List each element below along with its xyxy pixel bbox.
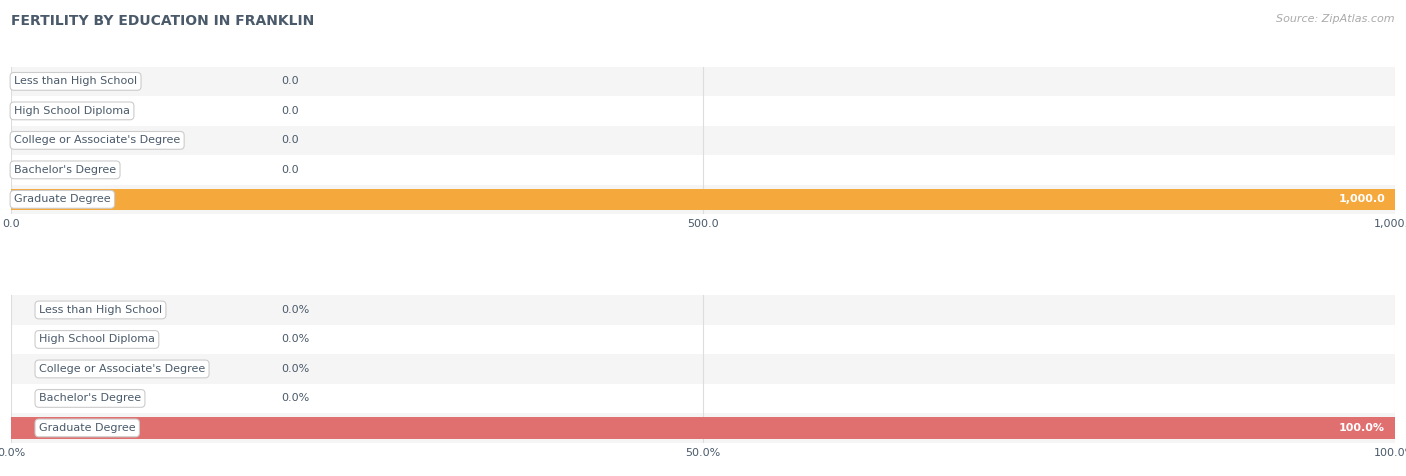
Text: 1,000.0: 1,000.0 <box>1339 194 1385 204</box>
Text: Less than High School: Less than High School <box>14 76 138 86</box>
Bar <box>11 185 1395 214</box>
Text: 0.0: 0.0 <box>281 135 298 145</box>
Bar <box>11 417 1395 438</box>
Text: College or Associate's Degree: College or Associate's Degree <box>39 364 205 374</box>
Text: 0.0%: 0.0% <box>281 305 309 315</box>
Text: 0.0%: 0.0% <box>281 394 309 404</box>
Text: High School Diploma: High School Diploma <box>39 335 155 345</box>
Bar <box>11 295 1395 325</box>
Bar <box>11 67 1395 96</box>
Text: 0.0: 0.0 <box>281 106 298 116</box>
Bar <box>11 325 1395 354</box>
Bar <box>11 96 1395 126</box>
Bar <box>11 126 1395 155</box>
Text: FERTILITY BY EDUCATION IN FRANKLIN: FERTILITY BY EDUCATION IN FRANKLIN <box>11 14 315 28</box>
Text: 0.0%: 0.0% <box>281 364 309 374</box>
Bar <box>11 384 1395 413</box>
Bar <box>11 155 1395 185</box>
Text: Graduate Degree: Graduate Degree <box>39 423 135 433</box>
Text: Graduate Degree: Graduate Degree <box>14 194 111 204</box>
Text: College or Associate's Degree: College or Associate's Degree <box>14 135 180 145</box>
Bar <box>11 189 1395 210</box>
Text: Less than High School: Less than High School <box>39 305 162 315</box>
Bar <box>11 413 1395 443</box>
Text: 100.0%: 100.0% <box>1339 423 1385 433</box>
Text: 0.0: 0.0 <box>281 76 298 86</box>
Text: Source: ZipAtlas.com: Source: ZipAtlas.com <box>1277 14 1395 24</box>
Text: 0.0: 0.0 <box>281 165 298 175</box>
Text: 0.0%: 0.0% <box>281 335 309 345</box>
Text: Bachelor's Degree: Bachelor's Degree <box>39 394 141 404</box>
Text: Bachelor's Degree: Bachelor's Degree <box>14 165 117 175</box>
Bar <box>11 354 1395 384</box>
Text: High School Diploma: High School Diploma <box>14 106 129 116</box>
